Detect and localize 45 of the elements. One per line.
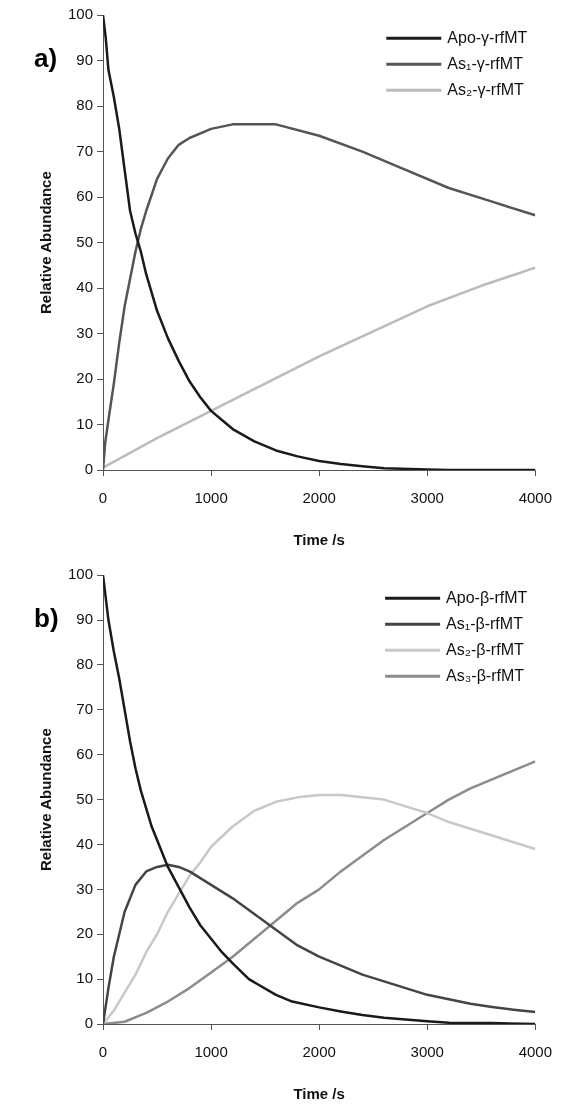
y-tick-label: 80	[76, 96, 94, 114]
y-tick-label: 40	[76, 834, 94, 852]
y-axis-title: Relative Abundance	[37, 171, 55, 315]
x-tick-label: 2000	[302, 1043, 336, 1061]
x-tick-label: 1000	[194, 1043, 228, 1061]
y-tick-label: 60	[76, 187, 94, 205]
y-tick-label: 0	[84, 460, 94, 478]
x-axis-title: Time /s	[293, 1085, 345, 1103]
text: b)	[34, 602, 59, 633]
y-tick-label: 10	[76, 414, 94, 432]
legend-label: As₂-γ-rfMT	[447, 80, 524, 98]
legend-label: Apo-γ-rfMT	[447, 28, 528, 46]
x-tick-label: 3000	[410, 1043, 444, 1061]
y-tick-label: 40	[76, 278, 94, 296]
y-tick-label: 90	[76, 610, 94, 628]
y-tick-label: 20	[76, 369, 94, 387]
y-tick-label: 30	[76, 879, 94, 897]
x-tick-label: 3000	[410, 489, 444, 507]
y-tick-label: 60	[76, 744, 94, 762]
y-tick-label: 100	[68, 565, 94, 583]
y-tick-label: 50	[76, 232, 94, 250]
legend-label: As₁-β-rfMT	[446, 614, 524, 632]
legend-label: Apo-β-rfMT	[446, 588, 528, 606]
y-tick-label: 70	[76, 699, 94, 717]
legend-label: As₂-β-rfMT	[446, 640, 524, 658]
legend-label: As₁-γ-rfMT	[447, 54, 524, 72]
x-tick-label: 4000	[518, 1043, 552, 1061]
y-tick-label: 10	[76, 969, 94, 987]
x-tick-label: 4000	[518, 489, 552, 507]
y-tick-label: 20	[76, 924, 94, 942]
x-tick-label: 0	[98, 489, 108, 507]
x-tick-label: 2000	[302, 489, 336, 507]
y-tick-label: 0	[84, 1014, 94, 1032]
legend-label: As₃-β-rfMT	[446, 666, 525, 684]
x-tick-label: 1000	[194, 489, 228, 507]
y-tick-label: 30	[76, 323, 94, 341]
text: a)	[34, 42, 58, 73]
x-axis-title: Time /s	[293, 531, 345, 549]
y-tick-label: 100	[68, 5, 94, 23]
y-tick-label: 80	[76, 655, 94, 673]
y-tick-label: 90	[76, 50, 94, 68]
y-axis-title: Relative Abundance	[37, 728, 55, 872]
y-tick-label: 70	[76, 141, 94, 159]
y-tick-label: 50	[76, 789, 94, 807]
x-tick-label: 0	[98, 1043, 108, 1061]
